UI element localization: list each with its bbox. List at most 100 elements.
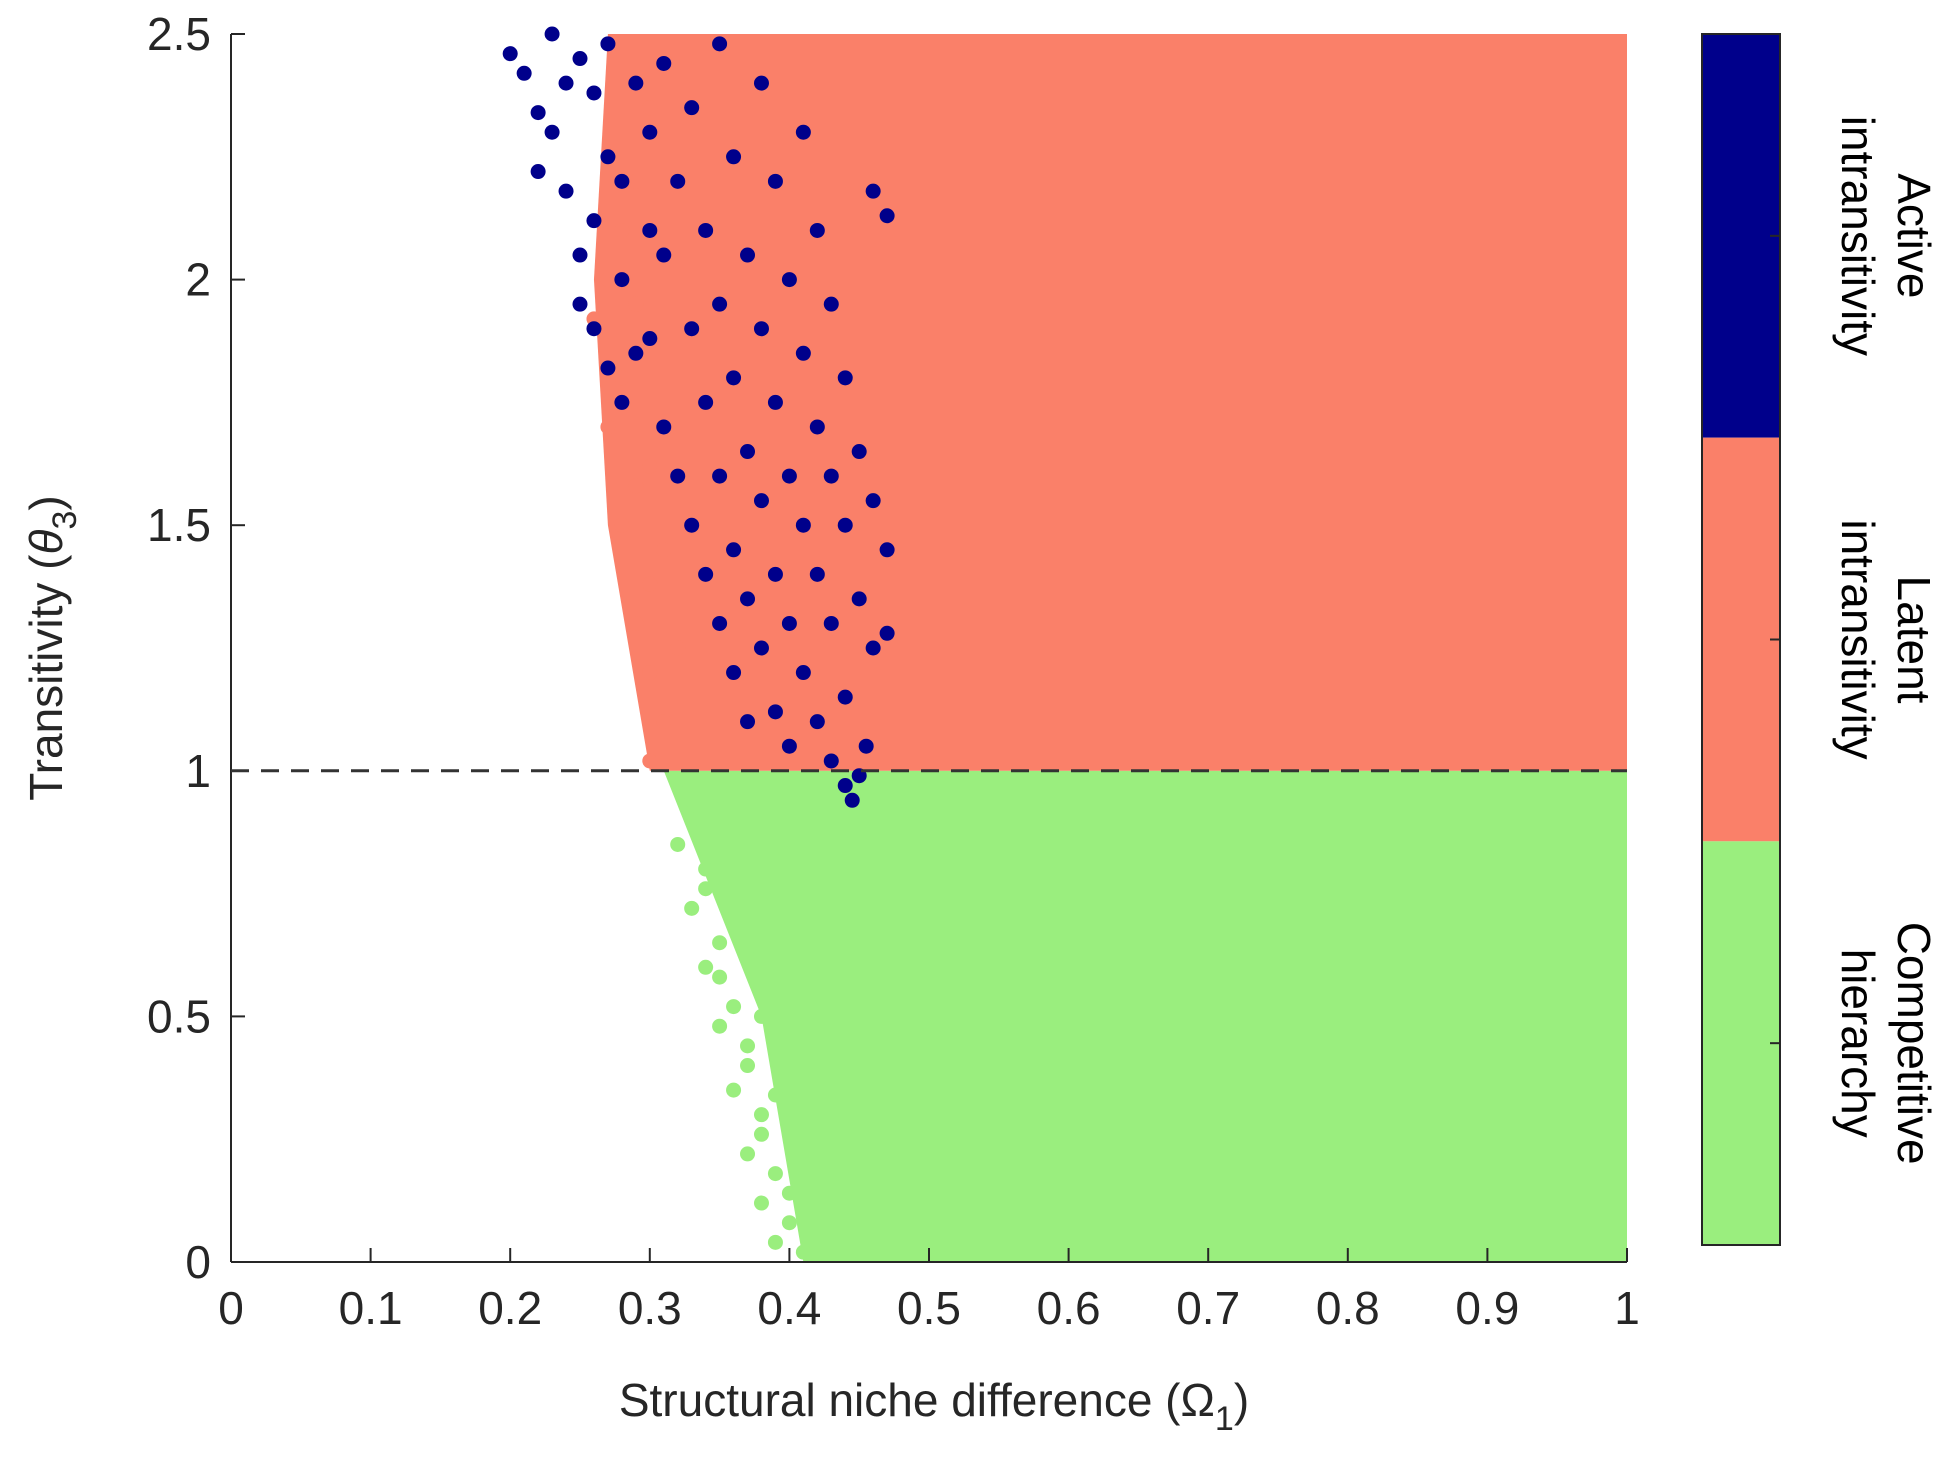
point-latent-intransitivity [600, 272, 616, 288]
point-competitive-hierarchy [712, 1018, 728, 1034]
point-active-intransitivity [642, 222, 658, 238]
point-active-intransitivity [656, 247, 672, 263]
region-competitive-hierarchy [663, 770, 1627, 1262]
point-active-intransitivity [698, 566, 714, 582]
point-competitive-hierarchy [712, 969, 728, 985]
region-latent-intransitivity [593, 34, 1628, 771]
point-active-intransitivity [670, 173, 686, 189]
region-fills [593, 34, 1628, 1262]
point-active-intransitivity [781, 615, 797, 631]
y-tick-label: 2.5 [147, 8, 211, 60]
y-tick-label: 1.5 [147, 499, 211, 551]
point-active-intransitivity [823, 468, 839, 484]
point-active-intransitivity [558, 75, 574, 91]
point-active-intransitivity [879, 208, 895, 224]
point-latent-intransitivity [656, 542, 672, 558]
point-active-intransitivity [837, 370, 853, 386]
point-active-intransitivity [586, 85, 602, 101]
point-competitive-hierarchy [712, 935, 728, 951]
point-active-intransitivity [823, 296, 839, 312]
point-active-intransitivity [809, 419, 825, 435]
point-active-intransitivity [740, 591, 756, 607]
axis-labels: Structural niche difference (Ω1) Transit… [20, 495, 1249, 1438]
point-active-intransitivity [740, 444, 756, 460]
point-active-intransitivity [502, 46, 518, 62]
x-tick-label: 0.7 [1176, 1282, 1240, 1334]
point-active-intransitivity [879, 542, 895, 558]
point-active-intransitivity [628, 75, 644, 91]
x-tick-label: 0.6 [1037, 1282, 1101, 1334]
point-active-intransitivity [670, 468, 686, 484]
point-active-intransitivity [572, 247, 588, 263]
point-active-intransitivity [753, 640, 769, 656]
point-competitive-hierarchy [781, 1185, 797, 1201]
legend-label: Competitivehierarchy [1832, 922, 1940, 1165]
legend-swatch [1702, 841, 1780, 1245]
point-active-intransitivity [753, 321, 769, 337]
point-active-intransitivity [614, 272, 630, 288]
y-tick-label: 2 [185, 254, 211, 306]
point-active-intransitivity [586, 213, 602, 229]
point-latent-intransitivity [600, 419, 616, 435]
legend-label: Activeintransitivity [1832, 116, 1940, 356]
point-active-intransitivity [823, 753, 839, 769]
point-active-intransitivity [865, 183, 881, 199]
point-active-intransitivity [516, 65, 532, 81]
point-active-intransitivity [726, 149, 742, 165]
point-competitive-hierarchy [698, 881, 714, 897]
legend-colorbar: Activeintransitivity Latentintransitivity… [1701, 33, 1940, 1246]
point-competitive-hierarchy [753, 1107, 769, 1123]
point-active-intransitivity [698, 394, 714, 410]
point-competitive-hierarchy [712, 787, 728, 803]
x-tick-label: 0.5 [897, 1282, 961, 1334]
legend-label: Latentintransitivity [1832, 519, 1940, 759]
point-active-intransitivity [726, 542, 742, 558]
point-latent-intransitivity [628, 478, 644, 494]
point-competitive-hierarchy [698, 861, 714, 877]
point-latent-intransitivity [656, 714, 672, 730]
point-latent-intransitivity [642, 665, 658, 681]
tick-labels: 0 0.1 0.2 0.3 0.4 0.5 0.6 0.7 0.8 0.9 1 0 0.5 1 1.5 2 2.… [147, 8, 1640, 1334]
point-competitive-hierarchy [740, 1038, 756, 1054]
point-active-intransitivity [712, 296, 728, 312]
point-active-intransitivity [544, 124, 560, 140]
point-active-intransitivity [809, 714, 825, 730]
point-active-intransitivity [712, 36, 728, 52]
point-competitive-hierarchy [767, 1234, 783, 1250]
point-competitive-hierarchy [670, 836, 686, 852]
point-active-intransitivity [753, 493, 769, 509]
point-competitive-hierarchy [753, 1008, 769, 1024]
point-active-intransitivity [865, 640, 881, 656]
point-latent-intransitivity [614, 370, 630, 386]
point-competitive-hierarchy [795, 1244, 811, 1260]
point-active-intransitivity [530, 164, 546, 180]
point-competitive-hierarchy [726, 822, 742, 838]
point-active-intransitivity [558, 183, 574, 199]
point-active-intransitivity [628, 345, 644, 361]
point-active-intransitivity [753, 75, 769, 91]
y-tick-label: 0.5 [147, 990, 211, 1042]
point-competitive-hierarchy [726, 999, 742, 1015]
point-active-intransitivity [837, 689, 853, 705]
point-active-intransitivity [781, 468, 797, 484]
point-active-intransitivity [767, 566, 783, 582]
point-latent-intransitivity [628, 296, 644, 312]
point-active-intransitivity [781, 272, 797, 288]
point-active-intransitivity [684, 100, 700, 116]
point-active-intransitivity [781, 738, 797, 754]
point-active-intransitivity [572, 51, 588, 67]
point-competitive-hierarchy [753, 1126, 769, 1142]
point-competitive-hierarchy [684, 900, 700, 916]
point-active-intransitivity [851, 591, 867, 607]
point-active-intransitivity [600, 360, 616, 376]
legend-swatch [1702, 437, 1780, 842]
point-active-intransitivity [865, 493, 881, 509]
point-latent-intransitivity [628, 615, 644, 631]
point-active-intransitivity [795, 517, 811, 533]
point-active-intransitivity [642, 331, 658, 347]
point-active-intransitivity [837, 778, 853, 794]
point-active-intransitivity [844, 792, 860, 808]
point-active-intransitivity [879, 625, 895, 641]
legend-swatch [1702, 34, 1780, 438]
